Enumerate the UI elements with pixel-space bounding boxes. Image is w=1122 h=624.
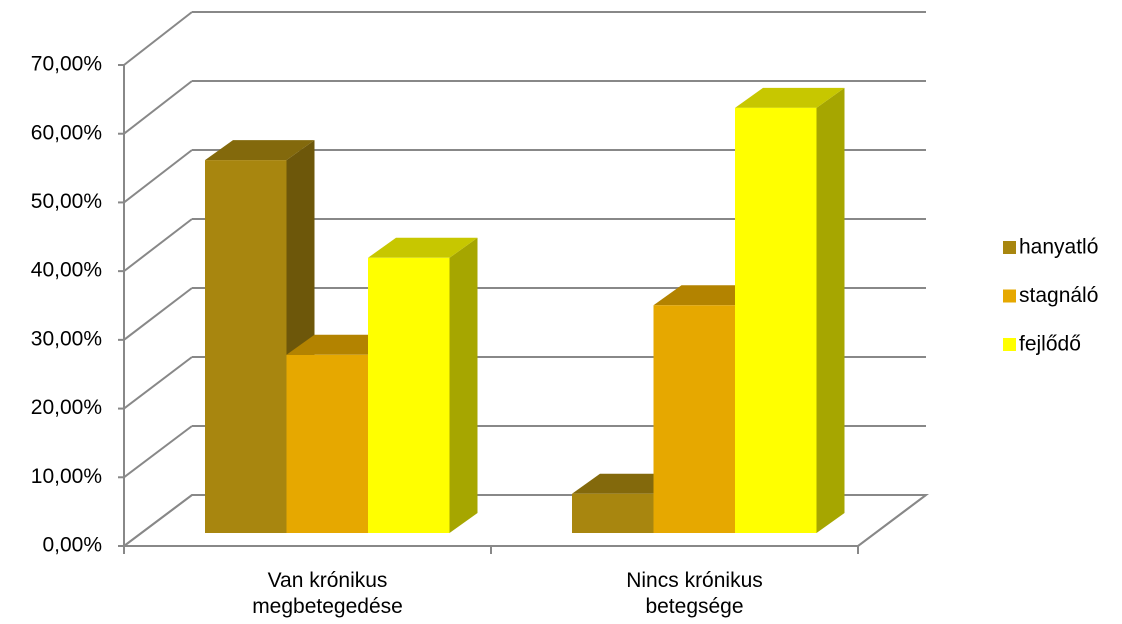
bar-side bbox=[816, 87, 845, 533]
y-tick-label: 30,00% bbox=[31, 327, 102, 350]
x-tick-label: Van krónikus megbetegedése bbox=[252, 569, 403, 618]
legend-swatch bbox=[1003, 241, 1016, 254]
x-tick-label: Nincs krónikus betegsége bbox=[626, 569, 763, 618]
legend-label: stagnáló bbox=[1019, 284, 1098, 307]
y-tick-label: 0,00% bbox=[42, 534, 102, 557]
legend-swatch bbox=[1003, 289, 1016, 303]
bar bbox=[735, 107, 817, 533]
grid-line bbox=[123, 218, 193, 272]
grid-line bbox=[123, 425, 193, 479]
bar-top bbox=[205, 140, 315, 161]
bar bbox=[286, 354, 368, 533]
grid-line bbox=[123, 80, 193, 135]
grid-line bbox=[123, 149, 193, 204]
grid-line bbox=[123, 287, 193, 341]
legend-swatch bbox=[1003, 338, 1016, 351]
y-tick-label: 50,00% bbox=[31, 190, 102, 213]
bar-side bbox=[449, 237, 478, 534]
grid-line bbox=[123, 356, 193, 410]
y-tick-label: 40,00% bbox=[31, 259, 102, 282]
y-tick-label: 10,00% bbox=[31, 465, 102, 488]
bar-top bbox=[368, 237, 478, 258]
y-tick-label: 20,00% bbox=[31, 396, 102, 419]
bar bbox=[368, 257, 450, 533]
bar bbox=[205, 160, 287, 533]
bar bbox=[653, 305, 735, 533]
legend-label: fejlődő bbox=[1019, 333, 1081, 356]
legend-label: hanyatló bbox=[1019, 236, 1098, 259]
bar bbox=[572, 493, 654, 533]
bar-top bbox=[735, 87, 845, 108]
grid-line bbox=[123, 11, 193, 66]
y-tick-label: 60,00% bbox=[31, 121, 102, 144]
grid-line bbox=[123, 494, 193, 547]
x-axis-right bbox=[857, 494, 927, 547]
y-tick-label: 70,00% bbox=[31, 53, 102, 76]
